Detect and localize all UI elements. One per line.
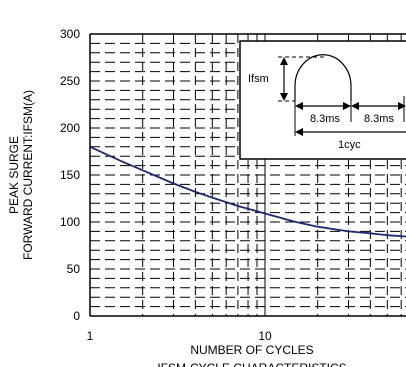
y-axis-title: PEAK SURGEFORWARD CURRENT:IFSM(A) <box>7 90 35 260</box>
y-axis-title-line: PEAK SURGE <box>7 136 21 214</box>
y-axis-title-line: FORWARD CURRENT:IFSM(A) <box>21 90 35 260</box>
x-tick-label: 1 <box>87 329 94 343</box>
y-tick-label: 200 <box>60 121 80 135</box>
x-tick-label: 10 <box>258 329 272 343</box>
half-period-arrow-1-head-left <box>295 102 303 110</box>
half-period-arrow-2-head-left <box>351 102 359 110</box>
series-line <box>89 145 406 238</box>
ifsm-arrow-head-up <box>280 57 288 65</box>
cycle-arrow-head-left <box>295 128 303 136</box>
half-period-arrow-2-head-right <box>398 102 406 110</box>
half-sine-pulse <box>294 54 352 101</box>
x-axis-title: NUMBER OF CYCLES <box>190 343 313 357</box>
waveform-inset: Ifsm 8.3ms 8.3ms 1cyc <box>239 40 406 160</box>
y-tick-label: 250 <box>60 74 80 88</box>
chart-caption: IFSM-CYCLE CHARACTERISTICS <box>157 361 346 367</box>
inset-half-period-label-1: 8.3ms <box>310 113 340 125</box>
inset-peak-label: Ifsm <box>248 73 269 85</box>
y-tick-label: 50 <box>67 262 81 276</box>
inset-frame <box>239 40 406 160</box>
inset-half-period-label-2: 8.3ms <box>364 113 394 125</box>
inset-cycle-label: 1cyc <box>338 139 361 151</box>
y-tick-label: 100 <box>60 215 80 229</box>
ifsm-arrow-head-down <box>280 93 288 101</box>
y-tick-label: 300 <box>60 27 80 41</box>
half-period-arrow-1-head-right <box>343 102 351 110</box>
y-tick-label: 0 <box>73 309 80 323</box>
y-tick-label: 150 <box>60 168 80 182</box>
